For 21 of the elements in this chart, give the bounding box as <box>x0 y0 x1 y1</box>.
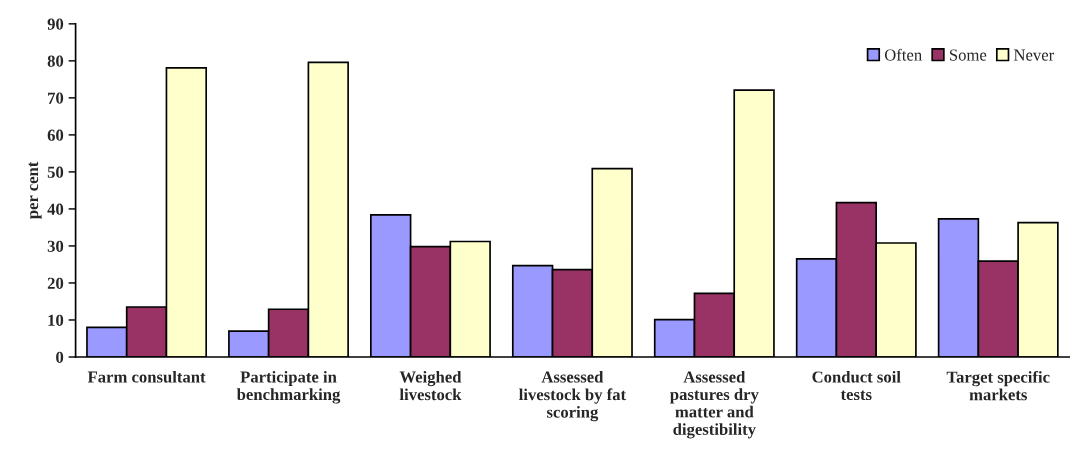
y-tick-label: 10 <box>48 314 64 326</box>
x-tick-label: Weighed livestock <box>399 370 462 401</box>
y-tick-label: 0 <box>56 351 64 363</box>
legend-label: Some <box>949 49 987 61</box>
y-tick-label: 90 <box>47 18 64 30</box>
x-tick-label: Assessed pastures dry matter and digestibility <box>670 370 759 439</box>
x-tick-label: Conduct soil tests <box>812 370 901 401</box>
x-tick-label: Assessed livestock by fat scoring <box>519 370 627 422</box>
y-tick-label: 20 <box>47 277 64 289</box>
y-tick-label: 80 <box>47 55 64 67</box>
x-tick-label: Target specific markets <box>946 370 1050 401</box>
y-tick-label: 70 <box>48 92 64 104</box>
y-tick-label: 50 <box>47 166 64 178</box>
y-tick-label: 30 <box>47 240 64 252</box>
legend-label: Often <box>884 48 922 61</box>
y-tick-label: 60 <box>47 129 64 141</box>
y-axis-title: per cent <box>28 161 42 219</box>
x-tick-label: Participate in benchmarking <box>236 370 341 404</box>
x-tick-label: Farm consultant <box>87 370 206 383</box>
legend-label: Never <box>1013 49 1055 61</box>
y-tick-label: 40 <box>47 203 64 215</box>
